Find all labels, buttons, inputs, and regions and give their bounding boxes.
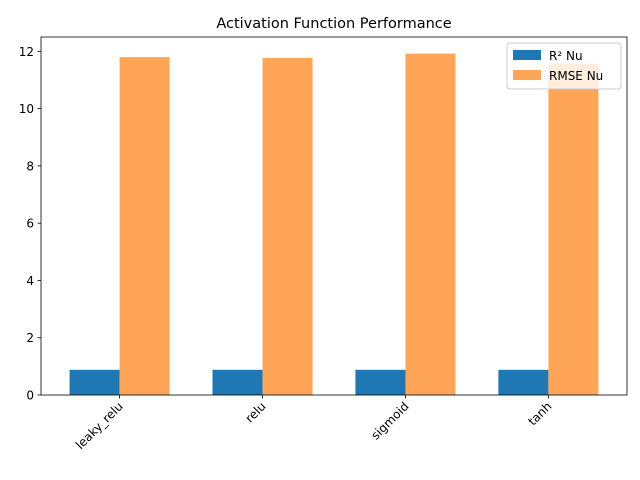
legend-swatch: [513, 70, 541, 80]
plot-frame: [40, 36, 628, 396]
bar-rmse-nu-relu: [262, 57, 313, 395]
bar-r2-nu-sigmoid: [355, 369, 406, 395]
y-tick-label: 0: [26, 389, 34, 403]
bar-rmse-nu-leaky-relu: [119, 57, 170, 396]
x-tick-label: relu: [242, 399, 268, 425]
bar-rmse-nu-sigmoid: [405, 53, 456, 396]
legend-swatch: [513, 50, 541, 60]
bar-r2-nu-leaky-relu: [69, 369, 120, 395]
plot-area: [40, 36, 628, 396]
legend: R² Nu RMSE Nu: [506, 42, 622, 90]
bar-r2-nu-relu: [212, 369, 263, 395]
legend-label: R² Nu: [549, 49, 583, 63]
bar-r2-nu-tanh: [498, 369, 549, 395]
y-axis: 0 2 4 6 8 10 12: [19, 45, 41, 403]
y-tick-label: 8: [26, 159, 34, 173]
chart-title: Activation Function Performance: [216, 16, 451, 32]
y-tick-label: 6: [26, 217, 34, 231]
y-tick-label: 4: [26, 274, 34, 288]
y-tick-label: 12: [19, 45, 34, 59]
x-axis: leaky_relu relu sigmoid tanh: [73, 395, 555, 452]
legend-label: RMSE Nu: [549, 69, 603, 83]
x-tick-label: leaky_relu: [73, 399, 126, 452]
x-tick-label: tanh: [525, 399, 554, 428]
x-tick-label: sigmoid: [368, 399, 411, 442]
y-tick-label: 10: [19, 102, 34, 116]
y-tick-label: 2: [26, 331, 34, 345]
bar-rmse-nu-tanh: [548, 63, 599, 395]
